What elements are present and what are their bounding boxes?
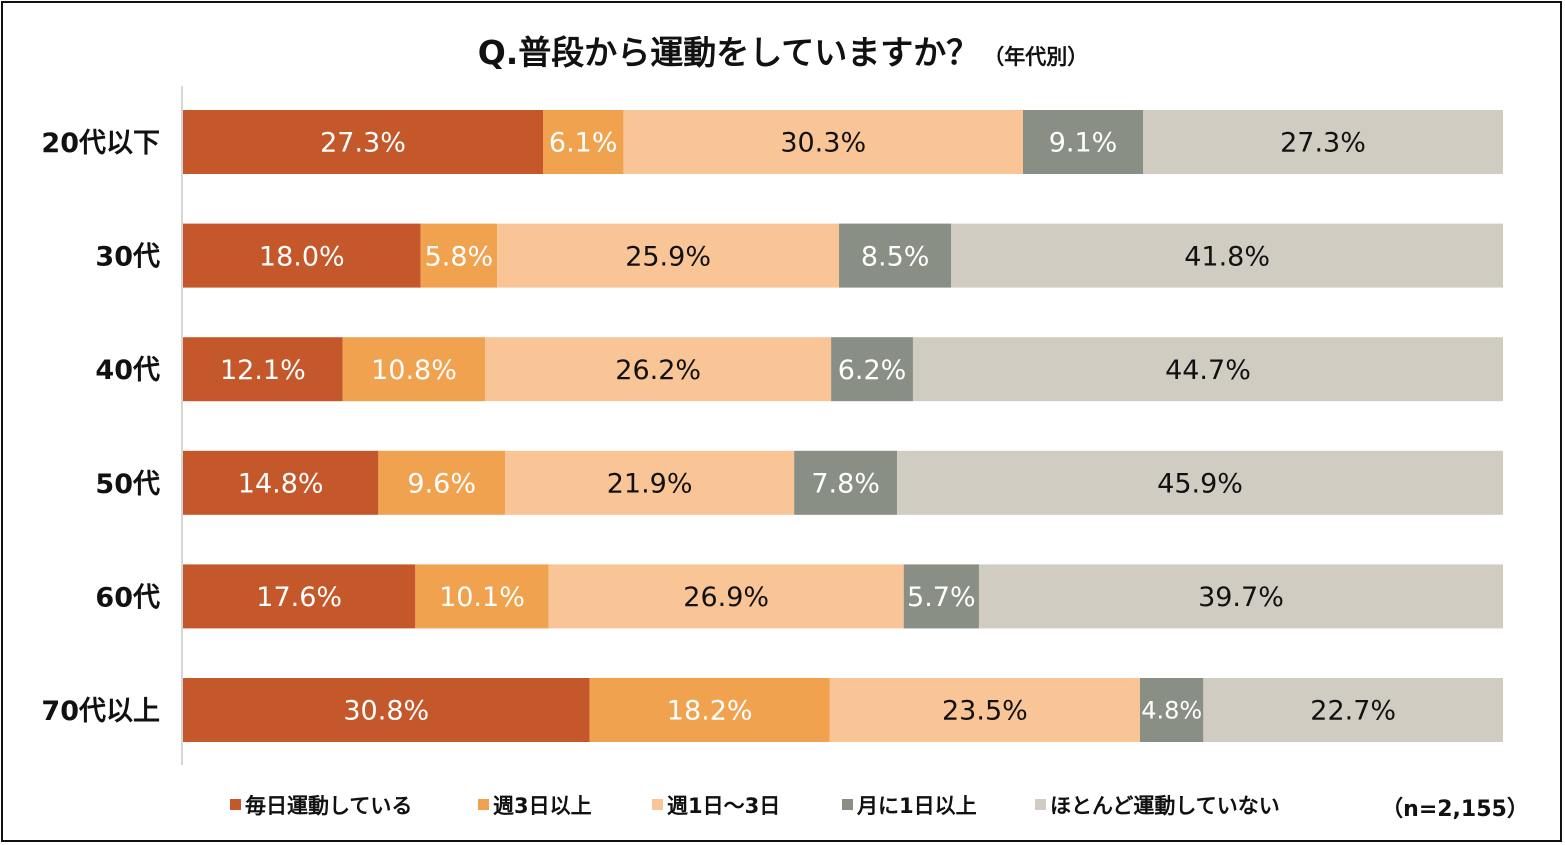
data-label: 45.9% — [1157, 469, 1243, 500]
bar-segment — [794, 450, 898, 515]
bar-row: 30代 18.0% 5.8% 25.9% 8.5% 41.8% — [95, 223, 1503, 288]
data-label: 39.7% — [1198, 582, 1284, 613]
legend-label: 月に1日以上 — [856, 794, 977, 818]
bar-row: 20代以下 27.3% 6.1% 30.3% 9.1% 27.3% — [41, 110, 1503, 174]
bar-segment — [183, 450, 379, 515]
data-label: 8.5% — [861, 241, 930, 272]
legend-item: 毎日運動している — [230, 794, 412, 818]
legend-swatch — [842, 799, 853, 810]
bar-segment — [543, 110, 624, 174]
bar-segment — [497, 223, 840, 288]
legend-label: 毎日運動している — [245, 794, 412, 818]
legend-swatch — [230, 799, 241, 810]
bar-segment — [548, 564, 904, 629]
bar-segment — [183, 678, 590, 742]
bar-segment — [183, 223, 421, 288]
bar-segment — [903, 564, 979, 629]
bar-segment — [589, 678, 830, 742]
bar-row: 60代 17.6% 10.1% 26.9% 5.7% 39.7% — [95, 564, 1503, 629]
bar-row: 50代 14.8% 9.6% 21.9% 7.8% 45.9% — [95, 450, 1503, 515]
legend: 毎日運動している 週3日以上 週1日～3日 月に1日以上 ほとんど運動していない — [230, 794, 1280, 818]
bar-segment — [378, 450, 506, 515]
bar-segment — [342, 337, 486, 402]
chart-subtitle: （年代別） — [983, 45, 1088, 69]
bar-segment — [1023, 110, 1143, 174]
data-label: 30.8% — [343, 696, 429, 727]
data-label: 7.8% — [811, 469, 880, 500]
bar-rows: 20代以下 27.3% 6.1% 30.3% 9.1% 27.3% 30代 18.0% 5.8%… — [41, 110, 1503, 742]
data-label: 10.8% — [371, 355, 457, 386]
data-label: 17.6% — [256, 582, 342, 613]
bar-segment — [829, 678, 1140, 742]
category-label: 30代 — [95, 242, 160, 273]
data-label: 10.1% — [439, 582, 525, 613]
data-label: 26.2% — [615, 355, 701, 386]
data-label: 30.3% — [780, 128, 866, 159]
bar-row: 70代以上 30.8% 18.2% 23.5% 4.8% 22.7% — [41, 678, 1503, 742]
data-label: 22.7% — [1310, 696, 1396, 727]
bar-segment — [912, 337, 1503, 402]
bar-segment — [839, 223, 952, 288]
bar-segment — [183, 564, 416, 629]
bar-segment — [623, 110, 1023, 174]
legend-label: 週1日～3日 — [667, 794, 780, 818]
data-label: 12.1% — [220, 355, 306, 386]
data-label: 6.2% — [838, 355, 907, 386]
data-label: 18.0% — [259, 241, 345, 272]
data-label: 25.9% — [625, 241, 711, 272]
data-label: 4.8% — [1141, 697, 1202, 725]
bar-segment — [1140, 678, 1204, 742]
bar-segment — [1203, 678, 1503, 742]
bar-segment — [831, 337, 913, 402]
bar-segment — [183, 110, 543, 174]
bar-segment — [1143, 110, 1503, 174]
bar-segment — [978, 564, 1503, 629]
bar-segment — [897, 450, 1503, 515]
legend-label: ほとんど運動していない — [1050, 794, 1280, 818]
legend-swatch — [652, 799, 663, 810]
data-label: 23.5% — [942, 696, 1028, 727]
legend-item: 週1日～3日 — [652, 794, 780, 818]
legend-swatch — [478, 799, 489, 810]
bar-row: 40代 12.1% 10.8% 26.2% 6.2% 44.7% — [95, 337, 1503, 402]
data-label: 26.9% — [683, 582, 769, 613]
data-label: 41.8% — [1184, 241, 1270, 272]
legend-swatch — [1035, 799, 1046, 810]
category-label: 20代以下 — [41, 128, 160, 159]
data-label: 27.3% — [320, 128, 406, 159]
legend-item: 週3日以上 — [478, 794, 592, 818]
category-label: 40代 — [95, 355, 160, 386]
data-label: 9.1% — [1049, 128, 1118, 159]
data-label: 5.7% — [907, 582, 976, 613]
bar-segment — [183, 337, 343, 402]
bar-segment — [415, 564, 549, 629]
data-label: 6.1% — [549, 128, 618, 159]
legend-item: ほとんど運動していない — [1035, 794, 1280, 818]
bar-segment — [420, 223, 498, 288]
category-label: 60代 — [95, 582, 160, 613]
category-label: 50代 — [95, 469, 160, 500]
data-label: 14.8% — [238, 469, 324, 500]
data-label: 44.7% — [1165, 355, 1251, 386]
data-label: 27.3% — [1280, 128, 1366, 159]
bar-segment — [485, 337, 832, 402]
category-label: 70代以上 — [41, 696, 160, 727]
chart-title-main: Q.普段から運動をしていますか？ — [478, 33, 980, 72]
data-label: 21.9% — [607, 469, 693, 500]
legend-label: 週3日以上 — [493, 794, 592, 818]
bar-segment — [505, 450, 795, 515]
chart-title: Q.普段から運動をしていますか？ （年代別） — [478, 33, 1089, 72]
sample-size-label: （n=2,155） — [1381, 797, 1529, 822]
legend-item: 月に1日以上 — [842, 794, 977, 818]
data-label: 5.8% — [425, 241, 494, 272]
data-label: 9.6% — [407, 469, 476, 500]
bar-segment — [951, 223, 1503, 288]
data-label: 18.2% — [667, 696, 753, 727]
